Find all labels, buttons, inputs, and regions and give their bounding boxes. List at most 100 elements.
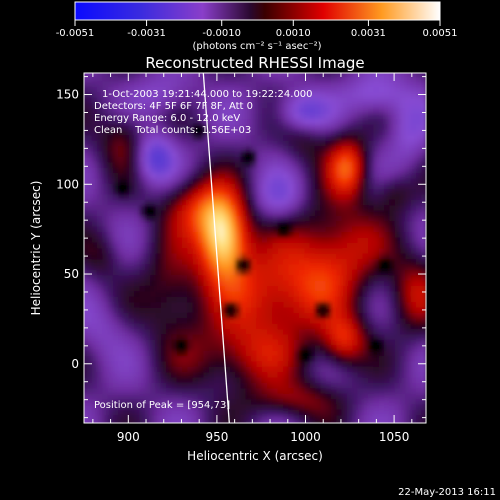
heatmap-cell [288,204,295,211]
heatmap-cell [362,350,369,356]
heatmap-cell [346,296,353,303]
heatmap-cell [283,403,289,410]
heatmap-cell [261,258,268,265]
heatmap-cell [96,91,103,98]
heatmap-cell [235,285,242,292]
heatmap-cell [176,107,183,114]
heatmap-cell [293,398,300,405]
heatmap-cell [415,355,422,362]
heatmap-cell [176,403,183,410]
heatmap-cell [176,290,183,297]
heatmap-cell [150,177,157,184]
heatmap-cell [229,414,236,421]
heatmap-cell [224,409,231,416]
heatmap-cell [320,258,327,265]
heatmap-cell [134,220,141,227]
heatmap-cell [134,301,141,308]
heatmap-cell [213,317,220,324]
heatmap-cell [84,102,87,109]
heatmap-cell [240,188,247,195]
heatmap-cell [240,145,247,152]
heatmap-cell [86,290,93,297]
heatmap-cell [325,188,332,195]
heatmap-cell [421,215,426,222]
heatmap-cell [102,387,109,394]
heatmap-cell [341,323,348,330]
heatmap-cell [112,317,119,324]
heatmap-cell [182,75,188,82]
heatmap-cell [267,350,274,356]
heatmap-cell [128,193,135,200]
heatmap-cell [150,188,157,195]
heatmap-cell [86,210,93,216]
heatmap-cell [283,134,289,141]
heatmap-cell [325,290,332,297]
heatmap-cell [197,145,204,152]
heatmap-cell [160,80,167,87]
heatmap-cell [134,382,141,389]
heatmap-cell [144,263,151,270]
heatmap-cell [267,398,274,405]
heatmap-cell [187,102,194,109]
heatmap-cell [86,156,93,163]
heatmap-cell [139,86,146,93]
heatmap-cell [251,376,258,383]
heatmap-cell [112,269,119,276]
heatmap-cell [256,285,263,292]
heatmap-cell [86,172,93,179]
heatmap-cell [410,371,417,378]
heatmap-cell [107,344,114,351]
heatmap-cell [208,355,215,362]
heatmap-cell [304,258,311,265]
heatmap-cell [144,161,151,168]
heatmap-cell [314,274,321,281]
plot-area [84,73,426,423]
heatmap-cell [304,91,311,98]
heatmap-cell [192,161,199,168]
heatmap-cell [325,215,332,222]
heatmap-cell [325,73,332,76]
heatmap-cell [112,129,119,136]
heatmap-cell [182,339,188,346]
heatmap-cell [84,75,87,82]
heatmap-cell [86,371,93,378]
heatmap-cell [139,129,146,136]
heatmap-cell [160,107,167,114]
heatmap-cell [400,339,406,346]
heatmap-cell [288,420,295,423]
heatmap-cell [400,231,406,238]
heatmap-cell [134,414,141,421]
heatmap-cell [240,403,247,410]
heatmap-cell [309,350,316,356]
heatmap-cell [368,86,375,93]
heatmap-cell [320,177,327,184]
heatmap-cell [346,102,353,109]
heatmap-cell [378,210,385,216]
heatmap-cell [272,177,279,184]
colorbar-unit-label: (photons cm⁻² s⁻¹ asec⁻²) [192,41,321,52]
heatmap-cell [293,91,300,98]
heatmap-cell [272,285,279,292]
heatmap-cell [341,140,348,146]
heatmap-cell [118,393,125,400]
heatmap-cell [208,123,215,130]
heatmap-cell [102,312,109,319]
heatmap-cell [118,344,125,351]
heatmap-cell [373,242,380,249]
heatmap-cell [203,172,210,179]
heatmap-cell [203,199,210,206]
heatmap-cell [277,344,284,351]
heatmap-cell [394,113,401,120]
heatmap-cell [309,371,316,378]
heatmap-cell [187,80,194,87]
heatmap-cell [362,269,369,276]
heatmap-cell [171,317,178,324]
heatmap-cell [134,177,141,184]
heatmap-cell [288,193,295,200]
heatmap-cell [91,183,98,190]
heatmap-cell [197,409,204,416]
heatmap-cell [330,344,337,351]
heatmap-cell [314,253,321,260]
heatmap-cell [182,382,188,389]
heatmap-cell [192,231,199,238]
